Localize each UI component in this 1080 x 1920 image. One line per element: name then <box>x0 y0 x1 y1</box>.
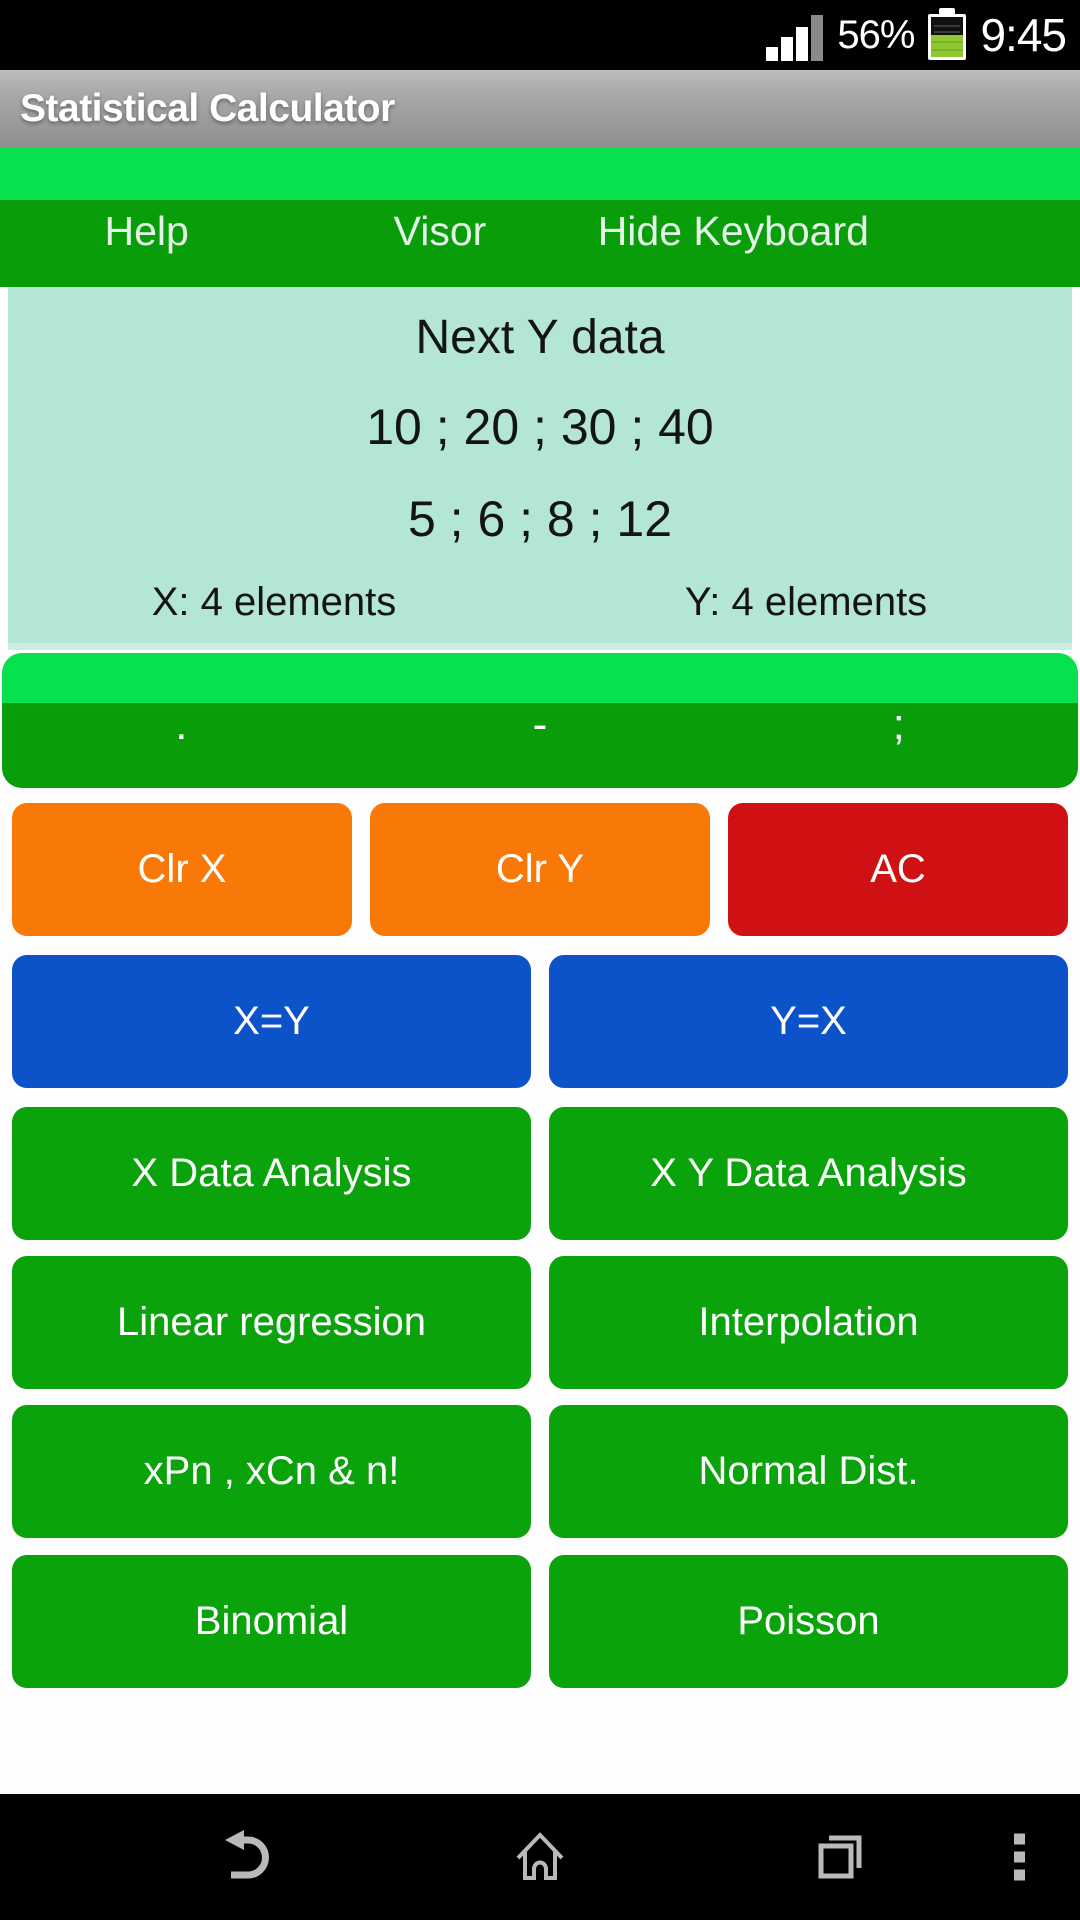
key-minus[interactable]: - <box>532 700 548 749</box>
display-y-data: 5 ; 6 ; 8 ; 12 <box>407 491 673 547</box>
x-elements-count: X: 4 elements <box>151 579 397 624</box>
menu-item-help[interactable]: Help <box>104 208 189 254</box>
key-decimal-point[interactable]: . <box>175 700 188 749</box>
x-equals-y-button[interactable]: X=Y <box>12 955 531 1088</box>
menu-items: Help Visor Hide Keyboard <box>0 200 880 287</box>
key-semicolon[interactable]: ; <box>892 700 905 749</box>
button-row: X Data Analysis X Y Data Analysis <box>0 1107 1080 1240</box>
app-title: Statistical Calculator <box>20 87 395 130</box>
menu-item-visor[interactable]: Visor <box>393 208 487 254</box>
button-row: Clr X Clr Y AC <box>0 803 1080 936</box>
button-row: Linear regression Interpolation <box>0 1256 1080 1389</box>
display-element-counts: X: 4 elements Y: 4 elements <box>8 565 1072 639</box>
y-equals-x-button[interactable]: Y=X <box>549 955 1068 1088</box>
binomial-button[interactable]: Binomial <box>12 1555 531 1688</box>
y-elements-count: Y: 4 elements <box>684 579 928 624</box>
menu-dots-icon[interactable] <box>1014 1833 1025 1881</box>
button-row: Binomial Poisson <box>0 1555 1080 1688</box>
battery-percent-label: 56% <box>837 12 915 57</box>
menu-item-hide-keyboard[interactable]: Hide Keyboard <box>597 208 869 254</box>
ac-button[interactable]: AC <box>728 803 1068 936</box>
signal-strength-icon <box>766 13 824 61</box>
recents-icon[interactable] <box>812 1829 868 1885</box>
permutation-combination-button[interactable]: xPn , xCn & n! <box>12 1405 531 1538</box>
back-icon[interactable] <box>218 1829 274 1885</box>
clr-x-button[interactable]: Clr X <box>12 803 352 936</box>
button-row: xPn , xCn & n! Normal Dist. <box>0 1405 1080 1538</box>
normal-dist-button[interactable]: Normal Dist. <box>549 1405 1068 1538</box>
keyboard-key-row: . - ; <box>2 653 1078 788</box>
clr-y-button[interactable]: Clr Y <box>370 803 710 936</box>
xy-data-analysis-button[interactable]: X Y Data Analysis <box>549 1107 1068 1240</box>
display-x-data: 10 ; 20 ; 30 ; 40 <box>366 399 714 455</box>
android-nav-bar <box>0 1794 1080 1920</box>
linear-regression-button[interactable]: Linear regression <box>12 1256 531 1389</box>
menu-bar: Help Visor Hide Keyboard <box>0 148 1080 287</box>
display-prompt: Next Y data <box>415 310 665 364</box>
button-row: X=Y Y=X <box>0 955 1080 1088</box>
x-data-analysis-button[interactable]: X Data Analysis <box>12 1107 531 1240</box>
status-bar: 56% 9:45 <box>0 0 1080 70</box>
home-icon[interactable] <box>512 1829 568 1885</box>
title-bar: Statistical Calculator <box>0 70 1080 148</box>
interpolation-button[interactable]: Interpolation <box>549 1256 1068 1389</box>
calculator-display: Next Y data 10 ; 20 ; 30 ; 40 5 ; 6 ; 8 … <box>8 287 1072 650</box>
battery-icon <box>928 8 967 60</box>
poisson-button[interactable]: Poisson <box>549 1555 1068 1688</box>
clock-label: 9:45 <box>980 9 1067 61</box>
